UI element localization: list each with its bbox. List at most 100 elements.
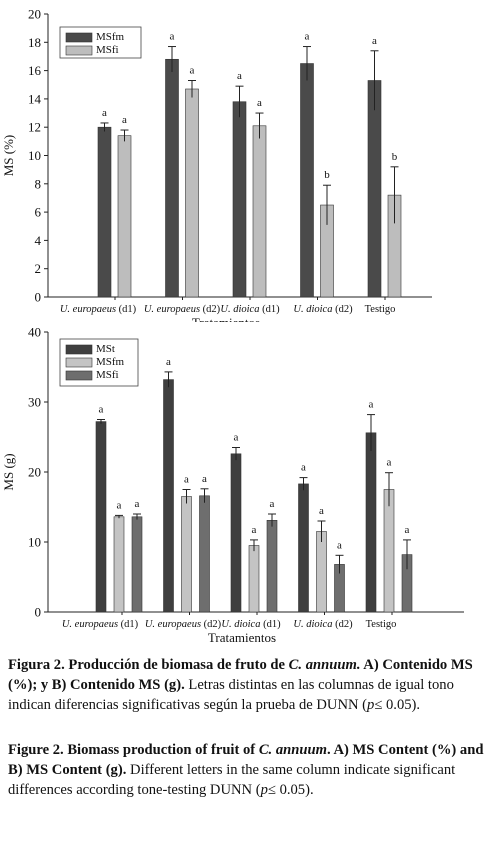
bar-MSfm-2 [232,101,247,298]
caption-spanish: Figura 2. Producción de biomasa de fruto… [8,655,488,715]
y-tick-label: 0 [35,605,42,620]
significance-letter: a [301,462,306,474]
legend-label-MSt: MSt [96,343,115,355]
significance-letter: a [252,524,257,536]
x-tick-label: U. dioica (d1) [221,619,281,630]
chart-a: 0 2 4 6 8 10 12 14 16 18 20 MS (%) U. europaeus (d1)… [1,7,432,322]
y-tick-label: 0 [35,290,42,305]
x-tick-label: U. dioica (d1) [220,304,280,315]
y-axis-label: MS (%) [1,135,16,177]
x-axis-label: Tratamientos [192,315,260,322]
significance-letter: a [102,107,107,119]
bar-MSt-3 [298,483,309,613]
caption-es-lead2: A) Contenido MS (%); y B) Contenido MS (… [8,657,473,693]
bar-MSfi-2 [252,125,267,298]
y-tick-label: 4 [35,233,42,248]
bar-MSfm-1 [181,496,192,613]
significance-letter: a [237,70,242,82]
bar-MSfm-4 [367,80,382,298]
bar-MSfi-1 [199,495,210,613]
significance-letter: a [170,31,175,43]
significance-letter: a [202,473,207,485]
significance-letter: a [166,356,171,368]
bar-MSfi-0 [131,516,143,613]
significance-letter: a [369,399,374,411]
caption-en-tail: ≤ 0.05). [267,782,314,798]
y-tick-label: 18 [28,35,41,50]
y-tick-label: 40 [28,325,41,340]
x-tick-label: U. europaeus (d1) [60,304,137,315]
significance-letter: a [99,404,104,416]
bar-MSfi-0 [117,135,132,298]
caption-es-species: C. annuum. [288,657,361,673]
legend-label-MSfi: MSfi [96,369,119,381]
significance-letter: a [122,114,127,126]
caption-en-lead: Figure 2. Biomass production of fruit of [8,742,259,758]
x-tick-label: U. dioica (d2) [293,304,353,315]
bar-MSfi-2 [266,520,278,613]
significance-letter: a [117,499,122,511]
significance-letter: b [324,169,330,181]
y-tick-label: 16 [28,63,42,78]
x-tick-label: Testigo [366,619,397,630]
x-tick-label: U. dioica (d2) [293,619,353,630]
significance-letter: a [135,498,140,510]
caption-en-species: C. annuum [258,742,327,758]
significance-letter: a [387,457,392,469]
y-tick-label: 20 [28,465,41,480]
significance-letter: a [234,432,239,444]
y-tick-label: 30 [28,395,41,410]
y-tick-label: 14 [28,91,42,106]
y-tick-label: 2 [35,261,42,276]
significance-letter: a [337,539,342,551]
caption-es-tail: ≤ 0.05). [374,697,421,713]
bar-MSfm-2 [248,545,260,613]
caption-es-text: Letras distintas en las columnas de igua… [8,677,454,713]
significance-letter: b [392,151,398,163]
y-tick-label: 10 [28,148,41,163]
bar-MSfm-4 [383,489,395,613]
bar-MSfm-3 [300,63,314,298]
significance-letter: a [257,97,262,109]
significance-letter: a [405,524,410,536]
significance-letter: a [190,65,195,77]
legend-swatch-MSfi [65,370,93,381]
caption-english: Figure 2. Biomass production of fruit of… [8,740,488,800]
caption-en-lead2: . A) MS Content (%) and B) MS Content (g… [8,742,484,778]
y-tick-label: 8 [35,176,42,191]
bar-MSfm-1 [165,58,179,298]
y-tick-label: 20 [28,7,41,22]
y-tick-label: 10 [28,535,41,550]
y-axis-label: MS (g) [1,453,16,490]
x-tick-label: U. europaeus (d1) [62,619,139,630]
legend-swatch-MSt [65,344,93,355]
bar-MSfm-0 [113,516,125,613]
significance-letter: a [270,498,275,510]
chart-b: 0 10 20 30 40 MS (g) U. europaeus (d1) a a a U. eu… [1,325,464,645]
legend-swatch-MSfi [65,45,93,56]
legend-swatch-MSfm [65,32,93,43]
legend-label-MSfi: MSfi [96,44,119,56]
caption-en-text: Different letters in the same column ind… [8,762,456,798]
bar-MSt-1 [163,379,174,613]
significance-letter: a [319,505,324,517]
significance-letter: a [184,474,189,486]
legend-swatch-MSfm [65,357,93,368]
bar-MSfi-1 [185,88,199,298]
bar-MSt-0 [95,421,107,613]
y-tick-label: 12 [28,120,41,135]
x-axis-label: Tratamientos [208,630,276,645]
significance-letter: a [305,31,310,43]
caption-es-p: p [367,697,375,713]
bar-MSt-4 [365,432,377,613]
x-tick-label: U. europaeus (d2) [145,619,222,630]
caption-es-lead: Figura 2. Producción de biomasa de fruto… [8,657,289,673]
bar-MSfm-0 [97,126,112,298]
legend-label-MSfm: MSfm [96,356,125,368]
legend-label-MSfm: MSfm [96,31,125,43]
bar-MSfm-3 [316,531,327,613]
y-tick-label: 6 [35,205,42,220]
significance-letter: a [372,35,377,47]
caption-en-p: p [260,782,268,798]
x-tick-label: Testigo [365,304,396,315]
